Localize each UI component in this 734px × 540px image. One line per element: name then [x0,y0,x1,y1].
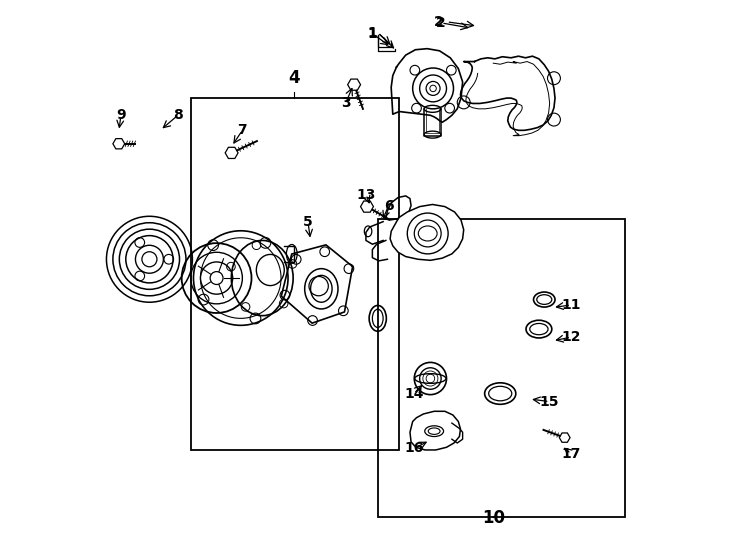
Text: 12: 12 [562,330,581,344]
Text: 15: 15 [540,395,559,409]
Text: 13: 13 [356,188,376,202]
Text: 2: 2 [436,16,446,30]
Polygon shape [390,205,464,260]
Text: 16: 16 [404,441,424,455]
Text: 5: 5 [303,215,313,228]
Text: 3: 3 [341,97,350,111]
Text: 1: 1 [368,26,377,40]
Polygon shape [410,411,460,450]
Text: 8: 8 [173,109,183,122]
Text: 7: 7 [238,123,247,137]
Text: 10: 10 [482,509,505,527]
Text: 1: 1 [368,25,377,39]
Text: 17: 17 [562,447,581,461]
Bar [378,219,625,517]
Text: 4: 4 [288,69,300,87]
Text: 14: 14 [404,387,424,401]
Bar [191,98,399,450]
Text: 11: 11 [562,298,581,312]
Text: 9: 9 [116,109,126,122]
Text: 2: 2 [434,15,444,29]
Text: 6: 6 [384,199,393,213]
